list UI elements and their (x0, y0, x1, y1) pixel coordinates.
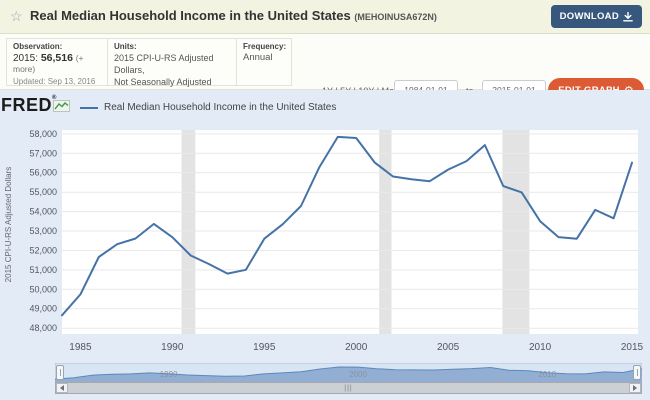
svg-text:2000: 2000 (345, 342, 368, 353)
frequency-label: Frequency: (243, 42, 287, 51)
frequency-panel: Frequency: Annual (237, 39, 291, 85)
svg-text:49,000: 49,000 (29, 304, 57, 314)
svg-text:52,000: 52,000 (29, 246, 57, 256)
units-panel: Units: 2015 CPI-U-RS Adjusted Dollars, N… (108, 39, 237, 88)
range-slider-left-handle[interactable] (56, 365, 64, 380)
scrollbar-right-arrow[interactable] (629, 383, 641, 393)
chart-scrollbar[interactable]: ||| (55, 382, 642, 394)
observation-updated: Updated: Sep 13, 2016 (13, 77, 96, 86)
svg-text:55,000: 55,000 (29, 187, 57, 197)
svg-text:51,000: 51,000 (29, 265, 57, 275)
svg-text:1990: 1990 (160, 370, 178, 379)
series-meta-panel: Observation: 2015: 56,516 (+ more) Updat… (6, 38, 292, 88)
svg-text:1990: 1990 (161, 342, 184, 353)
svg-text:2000: 2000 (349, 370, 367, 379)
frequency-value: Annual (243, 52, 273, 63)
units-label: Units: (114, 42, 137, 51)
fred-sparkline-icon (53, 100, 70, 112)
download-button-label: DOWNLOAD (559, 11, 619, 22)
svg-text:58,000: 58,000 (29, 129, 57, 139)
observation-panel: Observation: 2015: 56,516 (+ more) Updat… (7, 39, 108, 86)
svg-text:48,000: 48,000 (29, 323, 57, 333)
units-value-line2: Not Seasonally Adjusted (114, 77, 212, 88)
left-arrow-icon (60, 385, 64, 391)
range-slider-right-handle[interactable] (633, 365, 641, 380)
observation-label: Observation: (13, 42, 63, 51)
observation-more-link[interactable]: (+ more) (13, 53, 84, 74)
svg-text:53,000: 53,000 (29, 226, 57, 236)
fred-logo: FRED® (1, 95, 57, 115)
line-chart-plot[interactable]: 48,000 49,000 50,000 51,000 52,000 53,000 54,0… (0, 118, 650, 358)
series-title: Real Median Household Income in the Unit… (30, 8, 351, 23)
chart-section: FRED® Real Median Household Income in th… (0, 90, 650, 400)
observation-value: 2015: 56,516 (+ more) (13, 52, 84, 74)
range-minimap[interactable]: 1990 2000 2010 (55, 363, 642, 382)
legend-line-swatch (80, 106, 98, 109)
scrollbar-left-arrow[interactable] (56, 383, 68, 393)
svg-text:54,000: 54,000 (29, 207, 57, 217)
svg-text:2015: 2015 (621, 342, 644, 353)
svg-text:50,000: 50,000 (29, 284, 57, 294)
legend-series-label: Real Median Household Income in the Unit… (104, 102, 337, 113)
page-title: Real Median Household Income in the Unit… (30, 8, 437, 23)
info-bar: Observation: 2015: 56,516 (+ more) Updat… (0, 34, 650, 102)
svg-text:2005: 2005 (437, 342, 460, 353)
series-id: (MEHOINUSA672N) (354, 12, 437, 22)
svg-text:56,000: 56,000 (29, 168, 57, 178)
svg-text:1995: 1995 (253, 342, 276, 353)
right-arrow-icon (633, 385, 637, 391)
download-button[interactable]: DOWNLOAD (550, 5, 642, 28)
favorite-star-icon[interactable]: ☆ (10, 8, 23, 24)
svg-text:2010: 2010 (538, 370, 556, 379)
units-value-line1: 2015 CPI-U-RS Adjusted Dollars, (114, 53, 214, 76)
svg-text:1985: 1985 (69, 342, 92, 353)
svg-text:2010: 2010 (529, 342, 552, 353)
legend-item[interactable]: Real Median Household Income in the Unit… (80, 102, 336, 113)
download-icon (623, 11, 633, 21)
svg-text:57,000: 57,000 (29, 148, 57, 158)
page-header: ☆ Real Median Household Income in the Un… (0, 0, 650, 34)
scrollbar-grip[interactable]: ||| (344, 384, 353, 392)
